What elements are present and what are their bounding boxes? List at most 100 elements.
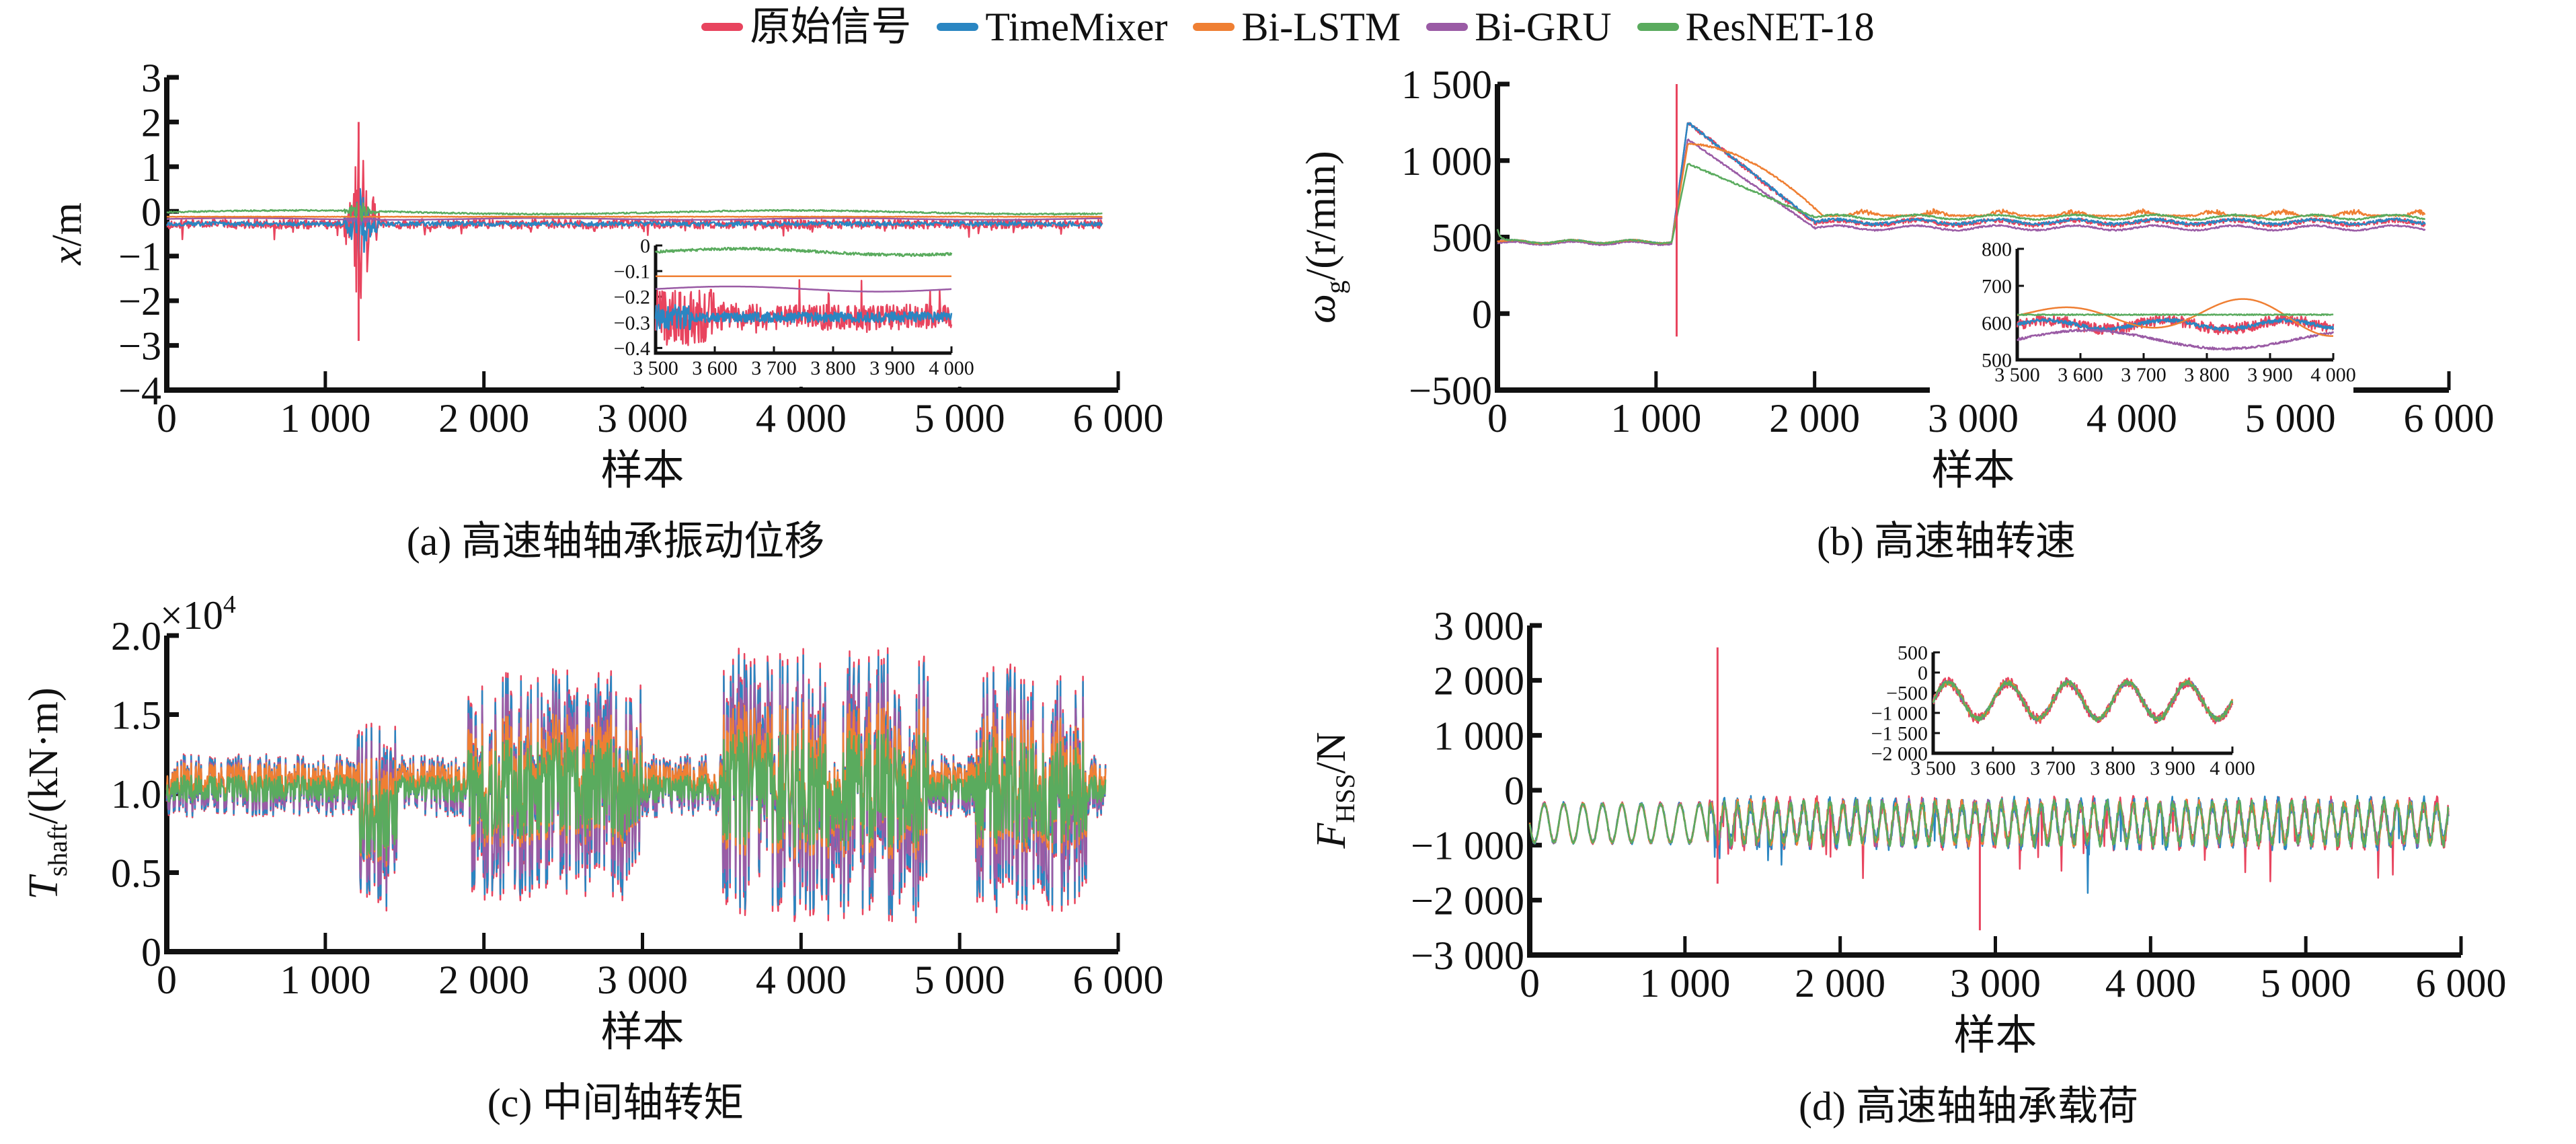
inset-series-TimeMixer <box>654 303 953 331</box>
subplot-caption: (a) 高速轴轴承振动位移 <box>407 519 825 564</box>
series-line-ResNET-18 <box>1496 163 2426 245</box>
series-line-ResNET-18 <box>166 202 1103 222</box>
y-tick-label: −4 <box>118 369 161 413</box>
x-tick-label: 5 000 <box>2245 396 2336 441</box>
x-tick-label: 4 000 <box>756 958 847 1002</box>
y-tick-label: 1 500 <box>1401 63 1492 107</box>
axes: −3 000 −2 000 −1 000 0 1 000 2 000 3 000 0 1 000… <box>1411 604 2506 1005</box>
x-tick-label: 0 <box>1487 396 1508 441</box>
x-tick-label: 3 800 <box>810 357 856 379</box>
legend-item: 原始信号 <box>701 7 911 47</box>
inset-series-Bi-GRU <box>655 285 952 293</box>
x-tick-label: 3 600 <box>1970 757 2016 779</box>
y-tick-label: −0.1 <box>614 261 650 283</box>
legend-label: Bi-GRU <box>1475 5 1612 49</box>
x-tick-label: 0 <box>1520 961 1540 1005</box>
series-group <box>165 122 1103 341</box>
x-tick-label: 5 000 <box>914 958 1005 1002</box>
x-tick-label: 1 000 <box>1610 396 1701 441</box>
x-tick-label: 1 000 <box>1639 961 1730 1005</box>
series-line-原始信号 <box>1497 122 2426 245</box>
y-tick-label: 1 <box>141 145 161 190</box>
subplot-caption: (c) 中间轴转矩 <box>487 1081 744 1125</box>
x-tick-label: 6 000 <box>1073 396 1164 441</box>
legend-item: Bi-GRU <box>1426 5 1612 49</box>
axes: 0 0.5 1.0 1.5 2.0 0 1 000 2 000 3 000 4 000 5 000 6… <box>111 614 1164 1002</box>
x-tick-label: 2 000 <box>438 958 529 1002</box>
x-tick-label: 3 900 <box>869 357 915 379</box>
y-axis-label: ωg/(r/min) <box>1298 151 1350 323</box>
legend-swatch <box>701 23 744 31</box>
y-tick-label: 1.5 <box>111 693 161 738</box>
chart-c: 0 0.5 1.0 1.5 2.0 0 1 000 2 000 3 000 4 000 5 000 6… <box>21 590 1164 1125</box>
x-tick-label: 5 000 <box>914 396 1005 441</box>
y-tick-label: 1 000 <box>1401 139 1492 184</box>
axis-lines <box>654 245 951 355</box>
x-tick-label: 2 000 <box>1795 961 1885 1005</box>
x-tick-label: 4 000 <box>2210 757 2255 779</box>
y-tick-label: 0.5 <box>111 851 161 896</box>
y-tick-label: −0.3 <box>614 312 650 334</box>
y-tick-label: 600 <box>1982 313 2012 335</box>
inset-series-ResNET-18 <box>1932 679 2234 722</box>
x-tick-label: 3 000 <box>597 396 688 441</box>
x-tick-label: 3 600 <box>692 357 738 379</box>
y-tick-label: 0 <box>141 930 161 975</box>
x-tick-label: 3 500 <box>1994 364 2040 386</box>
chart-d: −3 000 −2 000 −1 000 0 1 000 2 000 3 000 0 1 000… <box>1309 604 2507 1129</box>
y-tick-label: 0 <box>1504 769 1524 813</box>
x-tick-label: 3 000 <box>1928 396 2019 441</box>
y-tick-label: 1 000 <box>1434 714 1524 758</box>
y-tick-label: 700 <box>1982 276 2012 298</box>
y-tick-label: −1 000 <box>1871 703 1928 725</box>
x-tick-label: 3 500 <box>633 357 678 379</box>
series-line-Bi-GRU <box>166 213 1103 226</box>
series-line-TimeMixer <box>165 188 1103 260</box>
inset-chart: −0.4 −0.3 −0.2 −0.1 0 3 500 3 600 3 700 3 800 3 9… <box>568 235 974 387</box>
x-tick-label: 3 800 <box>2184 364 2230 386</box>
x-tick-label: 3 600 <box>2058 364 2103 386</box>
legend-swatch <box>1426 23 1469 31</box>
x-tick-label: 2 000 <box>438 396 529 441</box>
y-tick-label: −1 000 <box>1411 824 1524 868</box>
x-tick-label: 6 000 <box>2404 396 2495 441</box>
legend: 原始信号 TimeMixer Bi-LSTM Bi-GRU ResNET-18 <box>0 0 2576 54</box>
y-tick-label: −2 000 <box>1871 743 1928 765</box>
y-tick-label: 0 <box>1472 292 1492 336</box>
x-tick-label: 6 000 <box>1073 958 1164 1002</box>
y-tick-label: −3 <box>118 324 161 369</box>
y-tick-label: −1 500 <box>1871 723 1928 745</box>
x-tick-label: 0 <box>157 958 177 1002</box>
axes: 500 600 700 800 3 500 3 600 3 700 3 800 3 900 4 0… <box>1982 239 2356 387</box>
y-tick-label: 500 <box>1898 642 1928 664</box>
x-tick-label: 3 000 <box>1950 961 2041 1005</box>
series-group <box>1496 84 2426 337</box>
x-tick-label: 4 000 <box>2310 364 2356 386</box>
x-tick-label: 3 700 <box>751 357 797 379</box>
legend-item: ResNET-18 <box>1637 7 1875 47</box>
legend-label: Bi-LSTM <box>1241 5 1401 49</box>
inset-series-Bi-LSTM <box>2017 298 2334 337</box>
x-tick-label: 4 000 <box>756 396 847 441</box>
legend-swatch <box>1193 23 1235 31</box>
y-tick-label: −3 000 <box>1411 933 1524 978</box>
y-tick-label: −2 000 <box>1411 878 1524 923</box>
x-tick-label: 4 000 <box>2086 396 2177 441</box>
x-axis-label: 样本 <box>600 448 684 494</box>
y-tick-label: −2 <box>118 279 161 323</box>
series-group <box>1528 647 2450 931</box>
y-tick-label: 0 <box>640 235 650 258</box>
x-tick-label: 1 000 <box>280 958 370 1002</box>
series-line-ResNET-18 <box>165 728 1107 862</box>
y-axis-label: x/m <box>44 202 90 266</box>
y-tick-label: 2 <box>141 100 161 145</box>
x-tick-label: 4 000 <box>929 357 974 379</box>
y-axis-label: FHSS/N <box>1309 732 1360 849</box>
y-tick-label: 2.0 <box>111 614 161 658</box>
legend-label: ResNET-18 <box>1685 5 1875 49</box>
